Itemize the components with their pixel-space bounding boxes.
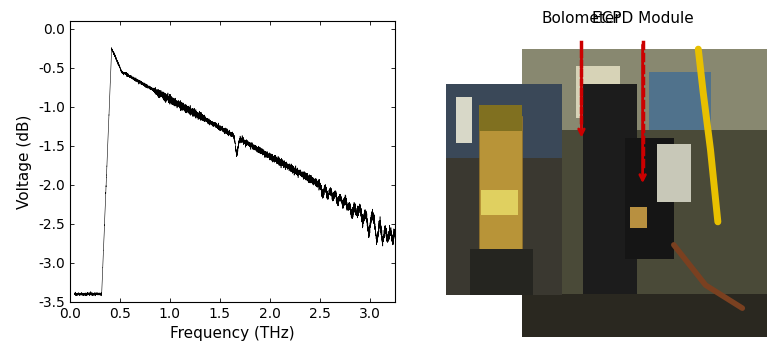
- Bar: [522, 294, 767, 337]
- Bar: [576, 66, 620, 118]
- Bar: [470, 249, 533, 295]
- Bar: [649, 72, 711, 130]
- Bar: [656, 144, 691, 202]
- Bar: [522, 49, 767, 130]
- Bar: [479, 116, 522, 253]
- Bar: [625, 138, 674, 259]
- Bar: [447, 84, 562, 295]
- Text: ECPD Module: ECPD Module: [592, 11, 694, 26]
- Bar: [479, 105, 522, 131]
- Bar: [447, 84, 562, 158]
- Bar: [584, 84, 637, 337]
- Bar: [522, 49, 767, 337]
- Bar: [630, 207, 647, 227]
- Bar: [481, 190, 518, 215]
- Bar: [456, 97, 472, 143]
- Text: Bolometer: Bolometer: [542, 11, 622, 26]
- Y-axis label: Voltage (dB): Voltage (dB): [17, 114, 33, 208]
- X-axis label: Frequency (THz): Frequency (THz): [170, 326, 295, 341]
